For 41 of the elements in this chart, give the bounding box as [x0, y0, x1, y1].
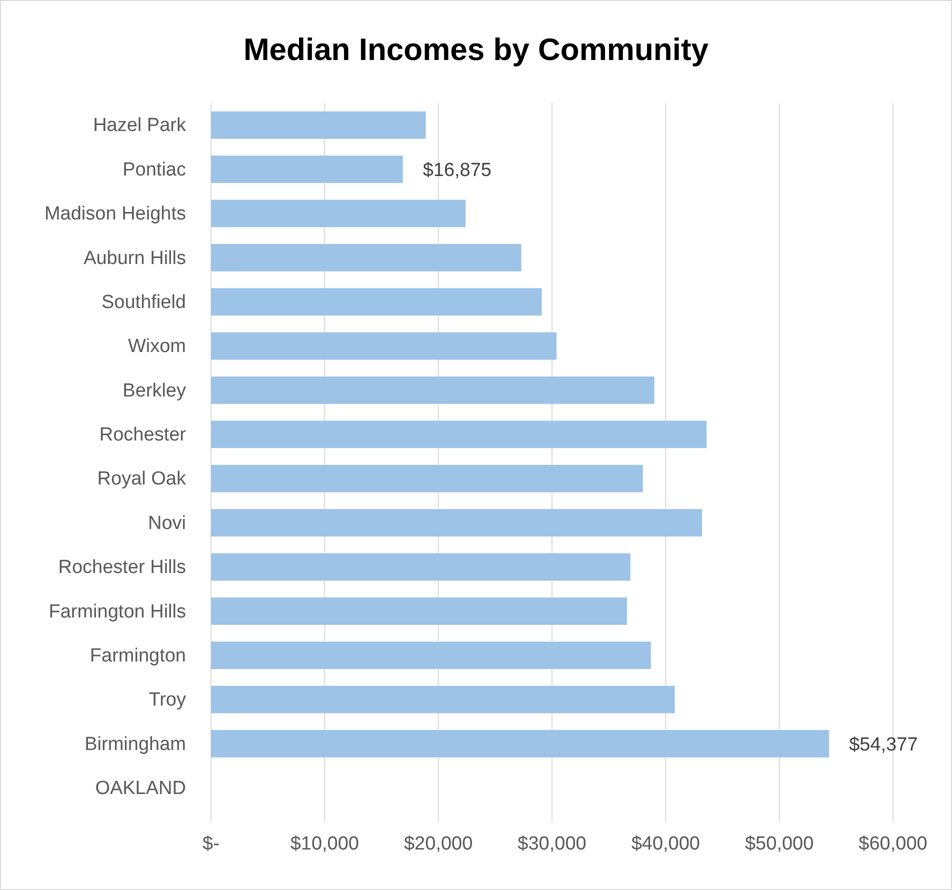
y-tick-label: Birmingham: [84, 734, 186, 755]
y-tick-label: Pontiac: [122, 159, 186, 180]
x-tick-label: $60,000: [858, 833, 928, 854]
x-tick-label: $30,000: [518, 833, 586, 854]
data-label: $16,875: [422, 160, 492, 181]
y-tick-label: OAKLAND: [95, 778, 186, 799]
bar: [211, 597, 628, 625]
x-tick-label: $40,000: [631, 833, 700, 854]
data-label: $54,377: [849, 734, 918, 756]
x-tick-label: $50,000: [744, 833, 814, 854]
y-tick-label: Wixom: [128, 336, 186, 358]
y-tick-label: Farmington Hills: [48, 601, 186, 622]
bar: [211, 200, 466, 228]
chart-title: Median Incomes by Community: [243, 32, 710, 67]
x-tick-label: $10,000: [290, 833, 360, 854]
y-tick-label: Royal Oak: [97, 468, 186, 490]
y-tick-label: Troy: [148, 690, 186, 711]
bar: [211, 642, 651, 670]
bar: [211, 509, 702, 536]
bar: [211, 244, 522, 272]
bar: [211, 686, 675, 714]
y-tick-label: Southfield: [101, 292, 186, 313]
bar: [211, 420, 707, 448]
bar: [211, 332, 557, 360]
y-tick-label: Hazel Park: [93, 115, 186, 136]
y-tick-label: Rochester Hills: [58, 557, 186, 578]
x-tick-label: $-: [202, 833, 220, 854]
y-tick-label: Novi: [148, 512, 186, 534]
bar: [211, 156, 403, 183]
y-tick-label: Berkley: [122, 380, 186, 402]
bar: [211, 376, 654, 404]
bar: [211, 553, 630, 581]
y-tick-label: Madison Heights: [44, 204, 186, 225]
bar: [211, 464, 643, 492]
y-tick-label: Farmington: [90, 645, 186, 666]
y-tick-label: Rochester: [99, 424, 187, 446]
bar: [211, 111, 426, 139]
bar: [211, 730, 830, 758]
y-tick-label: Auburn Hills: [84, 248, 186, 269]
bar: [211, 288, 542, 316]
x-tick-label: $20,000: [404, 833, 473, 854]
